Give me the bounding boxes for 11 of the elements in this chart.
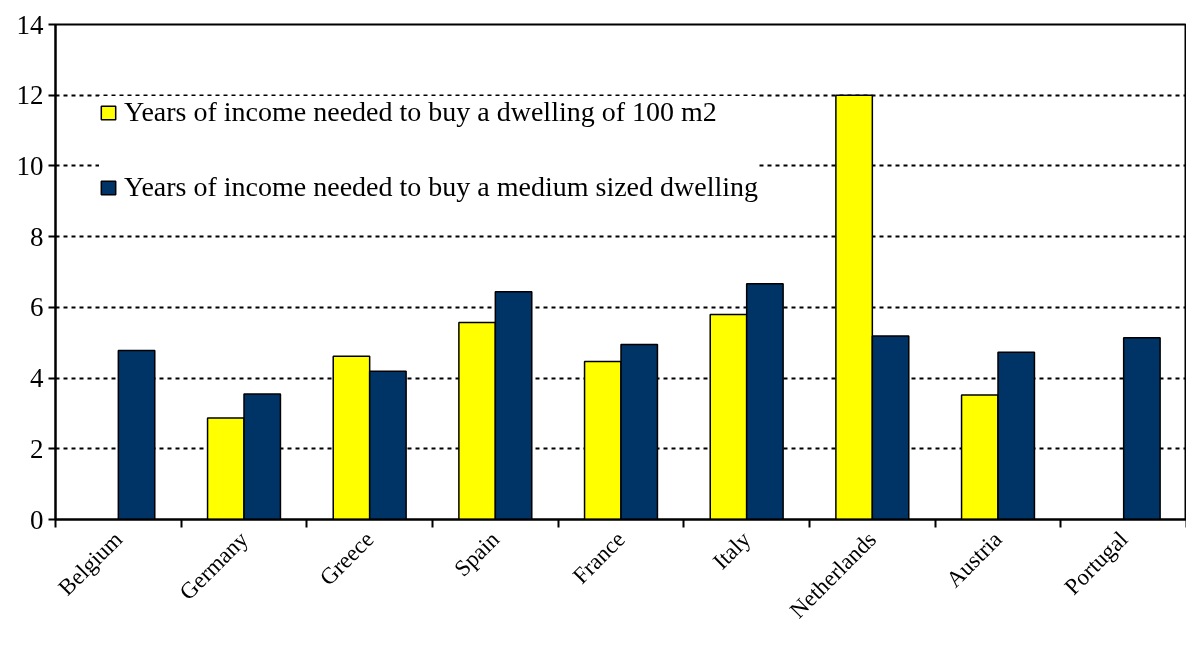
legend-label: Years of income needed to buy a dwelling of 100 m2 xyxy=(124,96,717,128)
x-tick-label: Italy xyxy=(708,526,756,575)
y-tick-label: 14 xyxy=(16,9,44,40)
y-tick-label: 4 xyxy=(30,363,44,394)
y-tick-label: 8 xyxy=(30,221,44,252)
y-tick-label: 10 xyxy=(16,150,44,181)
y-tick-label: 2 xyxy=(30,433,44,464)
legend-label: Years of income needed to buy a medium sized dwelling xyxy=(124,171,759,203)
y-tick-label: 12 xyxy=(16,80,44,111)
y-tick-label: 6 xyxy=(30,292,44,323)
y-tick-label: 0 xyxy=(30,504,44,535)
